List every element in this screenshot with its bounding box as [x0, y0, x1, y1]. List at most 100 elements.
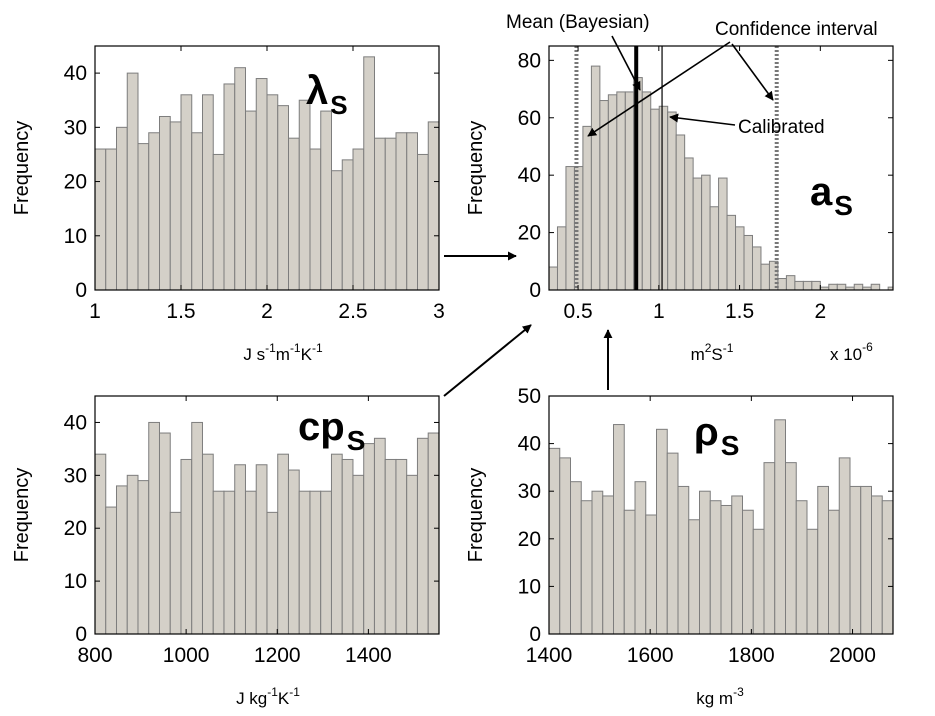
y-tick-label: 30 [64, 464, 87, 487]
panel-symbol: λS [306, 69, 348, 120]
histogram-bar [331, 170, 343, 291]
x-axis-label: kg m-3 [696, 685, 744, 708]
histogram-bar [591, 490, 604, 635]
x-axis-label: J kg-1K-1 [236, 685, 300, 708]
histogram-bar [148, 421, 160, 635]
y-tick-label: 10 [518, 575, 541, 598]
histogram-bar [352, 474, 365, 635]
histogram-bar [384, 137, 397, 291]
histogram-bar [607, 94, 618, 291]
x-tick-label: 1.5 [166, 300, 195, 323]
histogram-bar [320, 490, 332, 635]
histogram-bar [341, 458, 354, 635]
histogram-bar [634, 481, 647, 635]
histogram-bar [105, 506, 117, 635]
axes-frame [548, 45, 894, 291]
histogram-bar [288, 137, 300, 291]
histogram-bar [658, 105, 669, 291]
histogram-bar [853, 283, 864, 291]
histogram-bar [742, 509, 754, 635]
histogram-bar [688, 519, 700, 635]
histogram-bar [201, 453, 214, 635]
histogram-bar [298, 99, 311, 291]
y-tick-label: 60 [518, 107, 541, 130]
arrow-mean [611, 35, 641, 91]
histogram-bar [277, 105, 289, 291]
y-tick-label: 0 [75, 279, 87, 302]
y-tick-label: 40 [518, 433, 541, 456]
histogram-bar [245, 110, 257, 291]
histogram-bar [743, 234, 753, 291]
y-axis-label: Frequency [465, 468, 487, 563]
histogram-bar [624, 91, 635, 291]
histogram-bar [548, 447, 561, 635]
histogram-bar [656, 428, 668, 635]
histogram-bar [817, 485, 829, 635]
histogram-bar [417, 153, 429, 291]
histogram-bar [751, 246, 762, 291]
histogram-bar [752, 528, 765, 635]
y-tick-label: 0 [529, 279, 541, 302]
histogram-bar [616, 91, 626, 291]
x-tick-label: 1400 [345, 644, 392, 667]
histogram-bar [838, 457, 851, 635]
panel-rho: 0 10 20 30 40 50 1400 1600 1800 2000 Frequency kg m… [465, 385, 894, 708]
histogram-bar [287, 469, 300, 635]
histogram-bar [309, 490, 322, 635]
arrow-confidence-right [731, 43, 774, 101]
x-tick-label: 2 [814, 300, 826, 323]
histogram-bar [137, 480, 150, 635]
histogram-bar [641, 91, 652, 291]
histogram-bar [202, 94, 214, 291]
histogram-bar [794, 280, 804, 291]
y-tick-label: 20 [64, 517, 87, 540]
x-tick-label: 1400 [526, 644, 573, 667]
histogram-bar [602, 495, 614, 635]
histogram-bar [774, 419, 786, 635]
x-tick-label: 3 [433, 300, 445, 323]
histogram-bar [169, 121, 182, 291]
histogram-bar [735, 226, 745, 291]
histogram-bar [645, 514, 657, 635]
panel-lambda: 0 10 20 30 40 1 1.5 2 2.5 3 Frequency J s-1m-1K-1 λS [11, 45, 445, 364]
y-tick-label: 10 [64, 570, 87, 593]
y-axis-label: Frequency [11, 468, 33, 563]
y-tick-label: 40 [64, 411, 87, 434]
histogram-bar [330, 453, 343, 635]
x-scale-label: x 10-6 [830, 340, 873, 364]
axes-frame [94, 395, 440, 635]
histogram-bar [373, 437, 386, 635]
histogram-bar [623, 509, 636, 635]
histogram-bar [836, 283, 847, 291]
panel-symbol: ρS [694, 410, 739, 461]
histogram-bar [726, 214, 737, 291]
histogram-bar [223, 490, 236, 635]
histogram-bar [599, 100, 609, 291]
histogram-bar [559, 457, 571, 635]
histogram-bar [828, 509, 840, 635]
histogram-bar [169, 511, 182, 635]
histogram-bar [701, 174, 711, 291]
x-axis-label: J s-1m-1K-1 [243, 341, 323, 364]
histogram-bar [785, 462, 797, 635]
annotation-mean: Mean (Bayesian) [506, 12, 650, 33]
histogram-bar [777, 278, 787, 291]
histogram-bar [802, 280, 813, 291]
histogram-bar [684, 157, 694, 291]
histogram-bar [244, 490, 257, 635]
histogram-bar [266, 511, 279, 635]
histogram-bar [406, 474, 418, 635]
x-tick-label: 1.5 [725, 300, 754, 323]
histogram-bar [811, 280, 821, 291]
y-tick-label: 80 [518, 49, 541, 72]
arrow-confidence-left [587, 41, 731, 137]
x-axis-label: m2S-1 [691, 341, 734, 364]
histogram-bar [718, 177, 728, 291]
histogram-bar [666, 452, 679, 635]
y-tick-label: 20 [518, 222, 541, 245]
histogram-bar [191, 132, 203, 291]
histogram-bar [699, 490, 711, 635]
panel-symbol: aS [810, 170, 853, 221]
histogram-bar [556, 226, 567, 291]
y-tick-label: 40 [518, 164, 541, 187]
